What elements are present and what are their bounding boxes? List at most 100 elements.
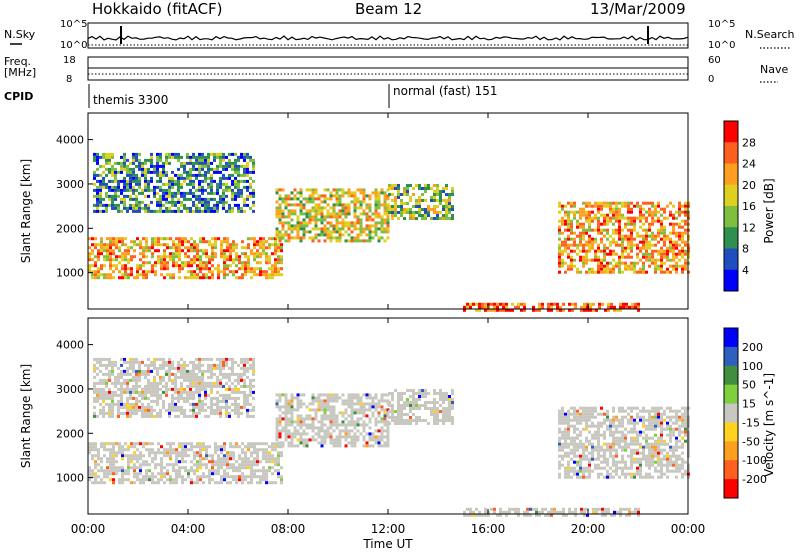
heatmap-cell (290, 417, 294, 421)
heatmap-cell (275, 420, 279, 424)
heatmap-cell (606, 261, 609, 265)
heatmap-cell (341, 206, 345, 210)
heatmap-cell (93, 414, 96, 418)
heatmap-cell (365, 396, 369, 400)
heatmap-cell (350, 429, 354, 433)
heatmap-cell (183, 176, 186, 180)
heatmap-cell (243, 209, 246, 213)
heatmap-cell (226, 463, 229, 467)
heatmap-cell (612, 267, 615, 271)
heatmap-cell (666, 252, 669, 256)
heatmap-cell (144, 369, 147, 373)
heatmap-cell (135, 378, 138, 382)
heatmap-cell (278, 209, 282, 213)
heatmap-cell (681, 264, 684, 268)
heatmap-cell (144, 182, 147, 186)
heatmap-cell (193, 451, 196, 455)
heatmap-cell (132, 170, 135, 174)
heatmap-cell (211, 466, 214, 470)
heatmap-cell (115, 264, 118, 268)
heatmap-cell (102, 363, 105, 367)
heatmap-cell (196, 246, 199, 250)
heatmap-cell (111, 372, 114, 376)
heatmap-cell (187, 246, 190, 250)
heatmap-cell (102, 357, 105, 361)
heatmap-cell (391, 404, 394, 407)
heatmap-cell (675, 210, 678, 214)
heatmap-cell (259, 237, 262, 241)
heatmap-cell (112, 472, 115, 476)
heatmap-cell (169, 463, 172, 467)
heatmap-cell (142, 270, 145, 274)
heatmap-cell (496, 308, 499, 312)
heatmap-cell (214, 451, 217, 455)
heatmap-cell (564, 415, 567, 419)
heatmap-cell (96, 155, 99, 159)
heatmap-cell (249, 194, 252, 198)
heatmap-cell (633, 222, 636, 226)
heatmap-cell (177, 182, 180, 186)
heatmap-cell (564, 249, 567, 253)
heatmap-cell (114, 194, 117, 198)
heatmap-cell (308, 423, 312, 427)
heatmap-cell (475, 302, 478, 306)
heatmap-cell (136, 460, 139, 464)
heatmap-cell (397, 392, 400, 395)
heatmap-cell (329, 221, 333, 225)
heatmap-cell (612, 406, 615, 410)
heatmap-cell (362, 426, 366, 430)
heatmap-cell (147, 357, 150, 361)
heatmap-cell (290, 236, 294, 240)
heatmap-cell (238, 255, 241, 259)
heatmap-cell (612, 436, 615, 440)
heatmap-cell (106, 460, 109, 464)
heatmap-cell (112, 448, 115, 452)
heatmap-cell (205, 454, 208, 458)
heatmap-cell (570, 412, 573, 416)
heatmap-cell (145, 475, 148, 479)
heatmap-cell (600, 240, 603, 244)
heatmap-cell (275, 444, 279, 448)
heatmap-cell (133, 451, 136, 455)
heatmap-cell (591, 415, 594, 419)
heatmap-cell (195, 384, 198, 388)
heatmap-cell (103, 258, 106, 262)
heatmap-cell (633, 204, 636, 208)
heatmap-cell (120, 387, 123, 391)
heatmap-cell (347, 206, 351, 210)
heatmap-cell (374, 191, 378, 195)
heatmap-cell (243, 390, 246, 394)
heatmap-cell (344, 417, 348, 421)
heatmap-cell (130, 255, 133, 259)
heatmap-cell (246, 366, 249, 370)
heatmap-cell (129, 161, 132, 165)
heatmap-cell (111, 408, 114, 412)
heatmap-cell (262, 469, 265, 473)
heatmap-cell (618, 406, 621, 410)
heatmap-cell (558, 231, 561, 235)
heatmap-cell (220, 255, 223, 259)
heatmap-cell (582, 255, 585, 259)
heatmap-cell (317, 408, 321, 412)
heatmap-cell (231, 179, 234, 183)
heatmap-cell (99, 209, 102, 213)
heatmap-cell (142, 252, 145, 256)
heatmap-cell (684, 204, 687, 208)
heatmap-cell (211, 463, 214, 467)
heatmap-cell (657, 219, 660, 223)
heatmap-cell (213, 411, 216, 415)
heatmap-cell (302, 444, 306, 448)
heatmap-cell (317, 402, 321, 406)
heatmap-cell (103, 469, 106, 473)
heatmap-cell (684, 201, 687, 205)
heatmap-cell (558, 436, 561, 440)
heatmap-cell (102, 179, 105, 183)
heatmap-cell (237, 209, 240, 213)
heatmap-cell (612, 439, 615, 443)
heatmap-cell (433, 205, 436, 208)
heatmap-cell (341, 393, 345, 397)
heatmap-cell (250, 475, 253, 479)
heatmap-cell (427, 401, 430, 404)
heatmap-cell (293, 429, 297, 433)
heatmap-cell (138, 182, 141, 186)
